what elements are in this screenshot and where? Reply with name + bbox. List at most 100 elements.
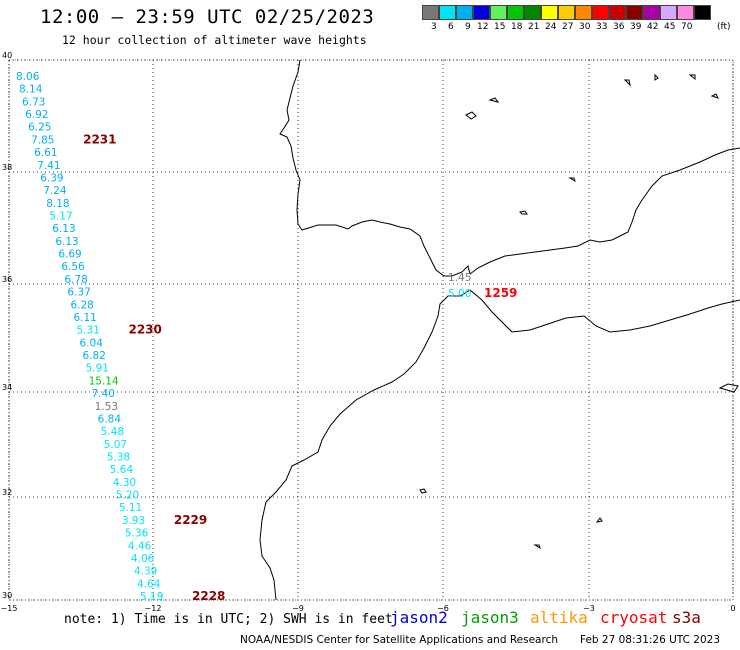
lon-label: −3: [583, 604, 595, 613]
legend-label: 70: [681, 22, 693, 32]
track-value: 5.91: [86, 363, 109, 375]
lon-label: −15: [1, 604, 18, 613]
legend-swatch: [643, 5, 660, 20]
track-value: 6.56: [61, 261, 85, 273]
satellite-name-s3a: s3a: [672, 608, 701, 627]
track-value: 4.30: [113, 477, 136, 489]
island-6: [688, 74, 696, 81]
track-value: 5.36: [125, 528, 149, 540]
coastline-spain-east: [469, 147, 740, 275]
track-value: 15.14: [89, 375, 119, 387]
track-value: 6.11: [73, 312, 96, 324]
map-title: 12:00 – 23:59 UTC 02/25/2023: [40, 6, 375, 28]
track-value: 5.48: [101, 426, 124, 438]
legend-label: 39: [630, 22, 642, 32]
island-7: [710, 93, 719, 99]
island-4: [465, 111, 477, 120]
track-value: 5.20: [116, 490, 139, 502]
coastline-north-africa: [469, 289, 740, 333]
track-value: 6.13: [52, 223, 75, 235]
track-value: 5.64: [110, 464, 134, 476]
track-value: 6.78: [64, 274, 87, 286]
track-value: 6.84: [98, 413, 122, 425]
coastline-portugal: [279, 59, 471, 277]
track-value: 6.28: [70, 299, 93, 311]
legend-label: 12: [477, 22, 489, 32]
footer-credit: NOAA/NESDIS Center for Satellite Applica…: [240, 634, 558, 646]
track-value: 7.41: [37, 160, 60, 172]
track-value: 4.06: [131, 553, 155, 565]
legend-swatch: [694, 5, 711, 20]
track-value: 6.82: [83, 350, 106, 362]
map-subtitle: 12 hour collection of altimeter wave hei…: [62, 33, 367, 47]
legend-label: 3: [431, 22, 437, 32]
track-value: 5.07: [104, 439, 127, 451]
legend-swatch: [660, 5, 677, 20]
lat-lon-grid: 40 38 36 34 32 30 −15 −12 −9 −6 −3 0: [1, 51, 736, 613]
legend-swatch: [575, 5, 592, 20]
track-value: 3.93: [122, 515, 145, 527]
legend-label: 6: [448, 22, 454, 32]
track-value: 6.25: [28, 122, 51, 134]
track-value: 4.64: [137, 578, 161, 590]
legend-label: 15: [494, 22, 506, 32]
track-value: 6.61: [34, 147, 57, 159]
lat-label: 34: [2, 383, 12, 392]
track-value: 6.73: [22, 96, 45, 108]
legend-label: 27: [562, 22, 574, 32]
legend-unit: (ft): [717, 22, 731, 32]
legend-swatch: [609, 5, 626, 20]
track-time-label: 2231: [83, 132, 116, 146]
track-value: 4.39: [134, 566, 157, 578]
track-value: 5.17: [49, 211, 72, 223]
strait-time-label: 1259: [484, 286, 517, 300]
legend-swatch: [456, 5, 473, 20]
legend-label: 36: [613, 22, 625, 32]
island-3: [533, 544, 541, 550]
legend-swatch: [473, 5, 490, 20]
legend-label: 42: [647, 22, 659, 32]
footnote: note: 1) Time is in UTC; 2) SWH is in fe…: [64, 612, 393, 627]
track-value: 6.92: [25, 109, 48, 121]
lon-label: −6: [437, 604, 449, 613]
track-value: 8.06: [16, 71, 40, 83]
track-time-label: 2229: [174, 513, 207, 527]
strait-value: 1.45: [448, 272, 471, 284]
legend-swatch: [677, 5, 694, 20]
track-value: 5.31: [76, 325, 99, 337]
lat-label: 40: [2, 51, 12, 60]
island-10: [518, 210, 528, 215]
strait-value: 5.00: [448, 288, 471, 300]
legend-swatch: [541, 5, 558, 20]
lon-label: 0: [730, 604, 735, 613]
island-5: [488, 97, 500, 103]
track-value: 5.38: [107, 451, 130, 463]
track-value: 5.19: [140, 591, 163, 603]
legend-label: 24: [545, 22, 557, 32]
track-value: 5.11: [119, 502, 142, 514]
legend-swatch: [422, 5, 439, 20]
track-value: 6.13: [55, 236, 78, 248]
legend-label: 45: [664, 22, 676, 32]
legend-label: 9: [465, 22, 471, 32]
lat-label: 38: [2, 163, 12, 172]
footer-timestamp: Feb 27 08:31:26 UTC 2023: [580, 634, 720, 646]
legend-swatch: [439, 5, 456, 20]
island-11: [568, 177, 576, 183]
track-value: 6.37: [67, 287, 90, 299]
track-value: 7.40: [92, 388, 115, 400]
track-value: 6.69: [58, 249, 81, 261]
track-value: 7.24: [43, 185, 67, 197]
lat-label: 36: [2, 275, 12, 284]
satellite-name-cryosat: cryosat: [600, 608, 668, 627]
island-9: [654, 73, 659, 81]
legend-swatch: [490, 5, 507, 20]
track-value: 8.18: [46, 198, 69, 210]
island-2: [595, 517, 603, 523]
legend-label: 30: [579, 22, 591, 32]
legend-label: 18: [511, 22, 523, 32]
lon-label: −12: [145, 604, 162, 613]
wave-height-strait-pass: 1.45 5.00 1259: [448, 272, 517, 300]
